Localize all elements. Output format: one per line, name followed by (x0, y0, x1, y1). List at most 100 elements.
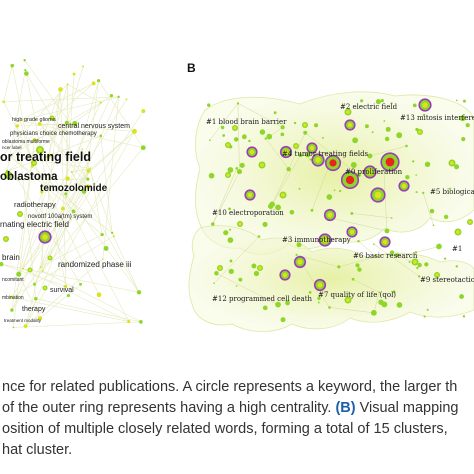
keyword-node (417, 262, 422, 268)
keyword-label: or treating field (0, 150, 91, 164)
keyword-node (223, 230, 229, 236)
keyword-node (112, 235, 115, 238)
co-occurrence-link (65, 193, 140, 293)
co-occurrence-link (271, 155, 301, 205)
keyword-node (207, 103, 211, 107)
keyword-node (395, 253, 400, 258)
co-occurrence-link (18, 178, 88, 181)
co-occurrence-link (60, 89, 67, 287)
keyword-node (32, 282, 36, 286)
keyword-node (415, 174, 418, 176)
keyword-node (279, 145, 293, 159)
cluster-label: #9 stereotactic neuro (420, 276, 474, 284)
keyword-node (208, 139, 211, 142)
keyword-node (267, 203, 274, 209)
keyword-node (273, 111, 277, 115)
keyword-node (344, 296, 352, 304)
keyword-node (355, 263, 360, 268)
keyword-node (238, 277, 243, 282)
cluster-label: #5 biological (430, 188, 474, 196)
co-occurrence-link (25, 258, 104, 327)
keyword-node (40, 190, 44, 194)
keyword-node (140, 145, 146, 151)
keyword-node (293, 255, 307, 269)
panel-b-letter: B (187, 61, 196, 75)
keyword-node (210, 222, 215, 226)
keyword-node (10, 308, 14, 312)
keyword-node (389, 250, 395, 255)
keyword-node (38, 230, 52, 244)
keyword-node (455, 265, 459, 268)
keyword-node (333, 189, 336, 192)
co-occurrence-link (265, 138, 289, 170)
keyword-node (257, 265, 263, 271)
co-occurrence-link (3, 65, 13, 102)
keyword-label: survival (50, 287, 74, 294)
keyword-node (434, 272, 440, 278)
keyword-node (220, 125, 225, 130)
co-occurrence-link (352, 279, 380, 293)
keyword-node (136, 290, 142, 295)
keyword-node (46, 154, 51, 159)
keyword-node (65, 195, 68, 198)
keyword-node (448, 159, 456, 167)
keyword-node (398, 180, 410, 192)
co-occurrence-link (3, 96, 119, 102)
co-occurrence-link (39, 123, 89, 180)
keyword-node (37, 122, 42, 126)
keyword-node (99, 101, 102, 104)
keyword-node (264, 137, 267, 140)
keyword-node (86, 169, 91, 173)
keyword-node (318, 233, 332, 247)
keyword-node (125, 98, 128, 101)
keyword-node (275, 204, 281, 211)
co-occurrence-link (17, 123, 71, 127)
keyword-node (280, 125, 285, 130)
panel-a-nodes (0, 59, 146, 329)
co-occurrence-link (373, 243, 420, 277)
keyword-node (86, 177, 90, 181)
keyword-node (36, 146, 44, 154)
keyword-node (321, 136, 324, 139)
keyword-node (39, 266, 42, 268)
keyword-node (370, 187, 386, 203)
keyword-node (82, 65, 85, 68)
keyword-node (416, 266, 419, 270)
co-occurrence-link (81, 149, 115, 237)
co-occurrence-link (383, 165, 388, 231)
panel-b-nodes (207, 98, 473, 323)
co-occurrence-link (373, 292, 380, 313)
co-occurrence-link (65, 74, 75, 194)
cluster-label: #6 basic research (353, 252, 418, 260)
keyword-node (405, 175, 410, 180)
keyword-node (426, 308, 429, 311)
keyword-node (422, 113, 426, 117)
caption-line-1: nce for related publications. A circle r… (2, 379, 458, 395)
co-occurrence-link (22, 66, 84, 269)
keyword-node (379, 236, 391, 248)
keyword-node (373, 254, 377, 258)
keyword-node (338, 189, 342, 193)
keyword-node (23, 324, 28, 328)
co-occurrence-link (13, 139, 35, 328)
co-occurrence-link (62, 80, 99, 209)
co-occurrence-link (40, 234, 103, 268)
keyword-node (411, 258, 419, 266)
keyword-node (298, 153, 303, 158)
keyword-node (412, 160, 415, 163)
cluster-label: #2 electric field (340, 103, 398, 111)
co-occurrence-link (83, 80, 99, 192)
co-occurrence-link (35, 298, 141, 323)
keyword-node (71, 209, 76, 214)
keyword-node (390, 102, 393, 105)
co-occurrence-link (18, 191, 43, 275)
co-occurrence-link (212, 168, 238, 225)
keyword-node (27, 267, 33, 273)
co-occurrence-link (100, 135, 113, 233)
keyword-node (127, 319, 131, 324)
keyword-node (22, 267, 25, 270)
co-occurrence-link (40, 208, 64, 268)
co-occurrence-link (25, 131, 135, 327)
keyword-node (417, 275, 421, 278)
keyword-node (2, 100, 6, 104)
